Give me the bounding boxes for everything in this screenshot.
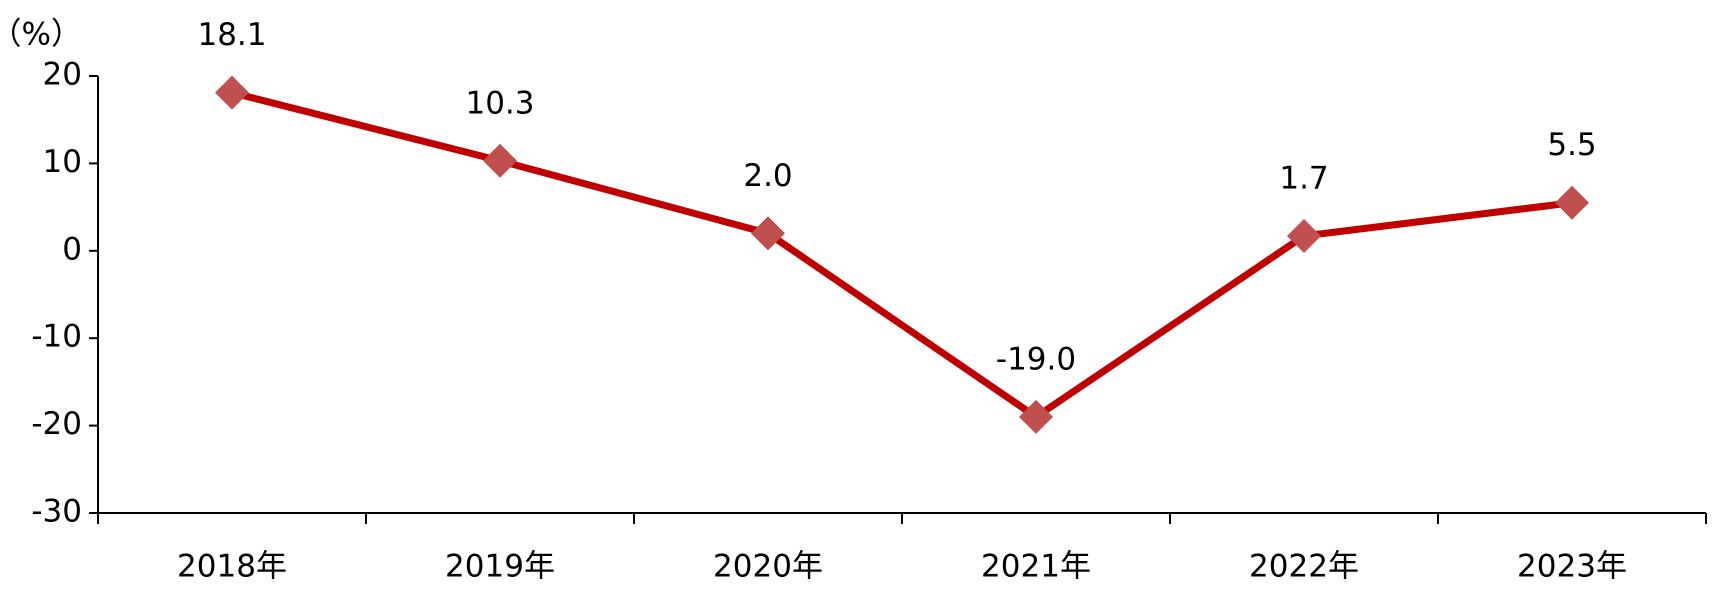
marker: [1555, 185, 1589, 220]
x-tick-label: 2023年: [1517, 549, 1627, 585]
data-label: 5.5: [1547, 127, 1596, 163]
x-tick-label: 2018年: [177, 549, 287, 585]
x-tick-label: 2020年: [713, 549, 823, 585]
x-tick-label: 2021年: [981, 549, 1091, 585]
series-line: [231, 89, 1573, 421]
data-label: 1.7: [1279, 160, 1328, 196]
y-unit-label: （%）: [0, 17, 82, 53]
data-label: -19.0: [996, 341, 1076, 377]
y-tick-label: 0: [62, 231, 82, 267]
x-tick-label: 2019年: [445, 549, 555, 585]
marker: [483, 143, 517, 178]
data-label: 18.1: [197, 17, 266, 53]
y-tick-label: 10: [43, 144, 82, 180]
data-label: 2.0: [743, 158, 792, 194]
marker: [751, 216, 785, 251]
marker: [1019, 399, 1053, 434]
marker: [1287, 218, 1321, 253]
y-tick-label: -20: [31, 406, 82, 442]
y-tick-label: 20: [43, 57, 82, 93]
y-tick-label: -10: [31, 319, 82, 355]
x-tick-label: 2022年: [1249, 549, 1359, 585]
data-label: 10.3: [465, 85, 534, 121]
marker: [215, 75, 249, 110]
y-tick-label: -30: [31, 494, 82, 530]
